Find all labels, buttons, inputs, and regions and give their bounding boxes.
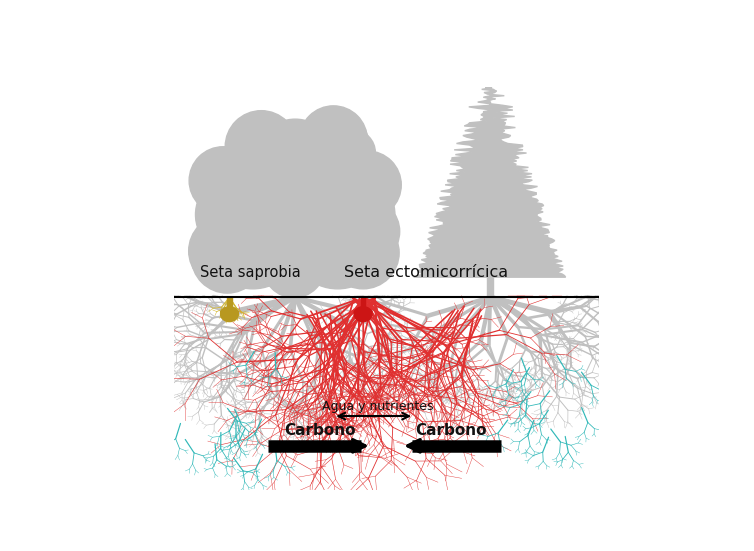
Circle shape [195,174,276,255]
Circle shape [261,125,314,177]
Circle shape [333,151,401,219]
Circle shape [204,191,302,289]
Circle shape [239,144,285,190]
Circle shape [225,111,297,183]
Circle shape [225,136,314,225]
Ellipse shape [354,309,372,315]
Circle shape [262,155,304,197]
Circle shape [236,181,320,266]
Circle shape [289,191,387,289]
Circle shape [241,235,284,278]
Circle shape [330,130,375,175]
Circle shape [228,133,271,176]
Ellipse shape [221,309,238,315]
Bar [361,298,365,310]
Text: Agua y nutrientes: Agua y nutrientes [322,399,434,413]
Circle shape [196,180,271,255]
Circle shape [276,136,365,225]
Circle shape [314,174,395,255]
Circle shape [334,198,400,264]
Circle shape [327,217,399,289]
Text: Carbono: Carbono [284,423,355,438]
Circle shape [206,212,275,282]
Text: Carbono: Carbono [415,423,487,438]
Circle shape [299,106,367,174]
Bar [228,298,231,310]
Circle shape [302,139,345,182]
Circle shape [263,236,325,298]
Polygon shape [414,88,566,277]
Circle shape [219,199,275,255]
Circle shape [297,219,348,271]
Circle shape [234,144,357,268]
Circle shape [268,184,334,250]
Circle shape [290,187,352,248]
Ellipse shape [221,307,238,322]
Circle shape [255,119,336,200]
Circle shape [297,111,369,183]
Circle shape [274,154,326,207]
Circle shape [188,215,261,287]
Text: Seta ectomicorrícica: Seta ectomicorrícica [344,266,508,280]
Circle shape [208,161,274,227]
Circle shape [270,189,354,274]
Text: Seta saprobia: Seta saprobia [200,266,301,280]
Circle shape [189,147,257,215]
Ellipse shape [354,307,372,322]
Circle shape [192,221,263,293]
Circle shape [242,231,288,277]
